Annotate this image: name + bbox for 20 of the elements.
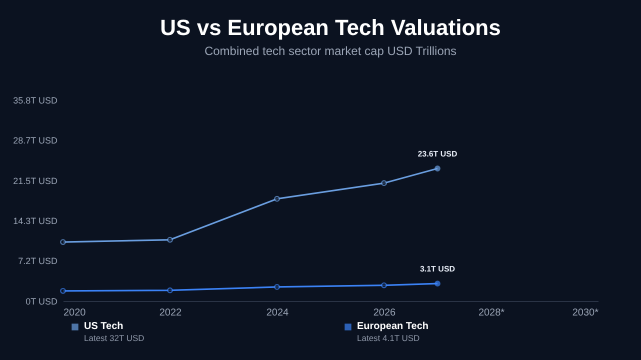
- data-label: 3.1T USD: [420, 264, 456, 274]
- y-tick-label: 28.7T USD: [13, 135, 58, 146]
- y-tick-label: 21.5T USD: [13, 176, 58, 186]
- x-tick-label: 2028*: [478, 308, 505, 318]
- y-tick-label: 35.8T USD: [13, 96, 58, 106]
- x-tick-label: 2030*: [572, 308, 599, 318]
- chart-subtitle: Combined tech sector market cap USD Trillions: [204, 44, 457, 58]
- data-label: 23.6T USD: [418, 149, 458, 158]
- y-tick-label: 14.3T USD: [13, 216, 58, 226]
- chart-title: US vs European Tech Valuations: [160, 15, 501, 40]
- x-tick-label: 2026: [373, 308, 396, 318]
- legend-label: US Tech: [84, 321, 124, 332]
- y-tick-label: 0T USD: [26, 296, 58, 306]
- x-tick-label: 2020: [64, 308, 86, 318]
- x-tick-label: 2024: [266, 308, 290, 318]
- text: Latest 4.1T USD: [357, 333, 420, 343]
- y-tick-label: 7.2T USD: [18, 256, 58, 266]
- text: Latest 32T USD: [84, 333, 144, 343]
- x-tick-label: 2022: [159, 308, 182, 318]
- legend-label: European Tech: [357, 321, 428, 332]
